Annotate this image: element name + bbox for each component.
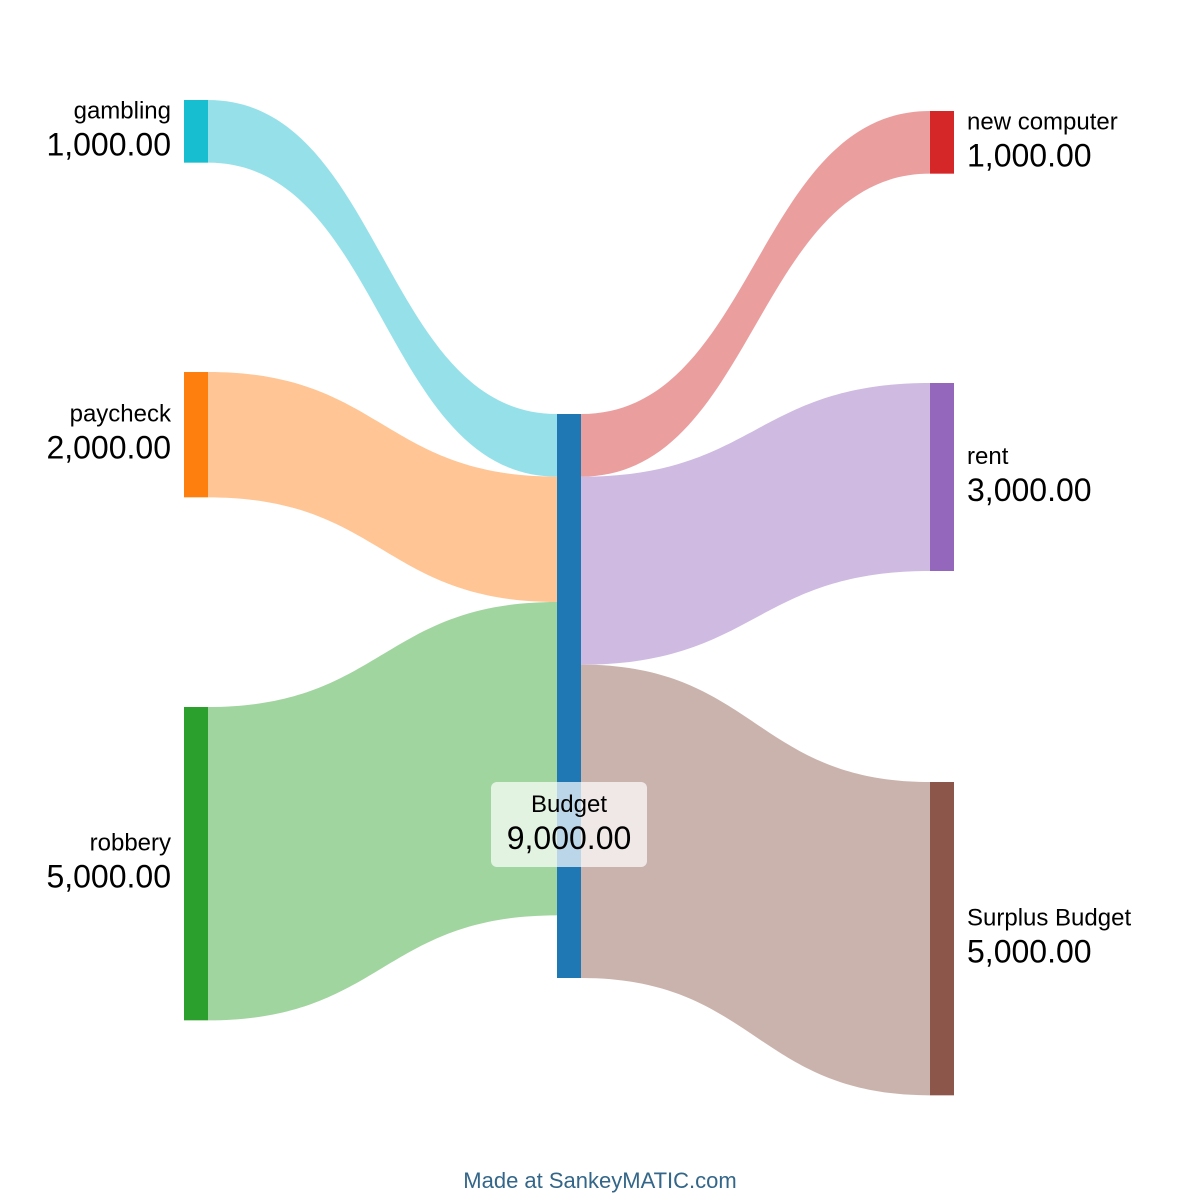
node-label-surplus_budget: Surplus Budget xyxy=(967,905,1131,932)
node-value-new_computer: 1,000.00 xyxy=(967,137,1092,173)
node-label-budget: Budget xyxy=(531,791,607,818)
link-paycheck-to-budget xyxy=(208,372,557,602)
node-label-robbery: robbery xyxy=(90,830,171,857)
flow-nodes xyxy=(184,100,954,1096)
node-value-paycheck: 2,000.00 xyxy=(46,430,171,466)
node-gambling xyxy=(184,100,208,163)
link-budget-to-surplus_budget xyxy=(581,664,930,1096)
link-gambling-to-budget xyxy=(208,100,557,477)
node-value-robbery: 5,000.00 xyxy=(46,859,171,895)
node-label-paycheck: paycheck xyxy=(70,401,172,428)
node-label-gambling: gambling xyxy=(74,97,171,124)
node-surplus_budget xyxy=(930,782,954,1096)
flow-links xyxy=(208,100,930,1096)
node-paycheck xyxy=(184,372,208,498)
node-label-new_computer: new computer xyxy=(967,108,1118,135)
node-robbery xyxy=(184,707,208,1021)
node-value-surplus_budget: 5,000.00 xyxy=(967,934,1092,970)
node-value-budget: 9,000.00 xyxy=(507,820,632,856)
node-value-gambling: 1,000.00 xyxy=(46,126,171,162)
node-rent xyxy=(930,383,954,571)
link-budget-to-rent xyxy=(581,383,930,665)
credit-link[interactable]: Made at SankeyMATIC.com xyxy=(463,1168,737,1193)
node-label-backdrop xyxy=(491,782,647,867)
node-budget xyxy=(557,414,581,978)
link-budget-to-new_computer xyxy=(581,111,930,477)
node-label-rent: rent xyxy=(967,443,1009,470)
link-robbery-to-budget xyxy=(208,602,557,1021)
node-value-rent: 3,000.00 xyxy=(967,472,1092,508)
node-labels: gambling1,000.00paycheck2,000.00robbery5… xyxy=(46,97,1131,969)
node-new_computer xyxy=(930,111,954,174)
